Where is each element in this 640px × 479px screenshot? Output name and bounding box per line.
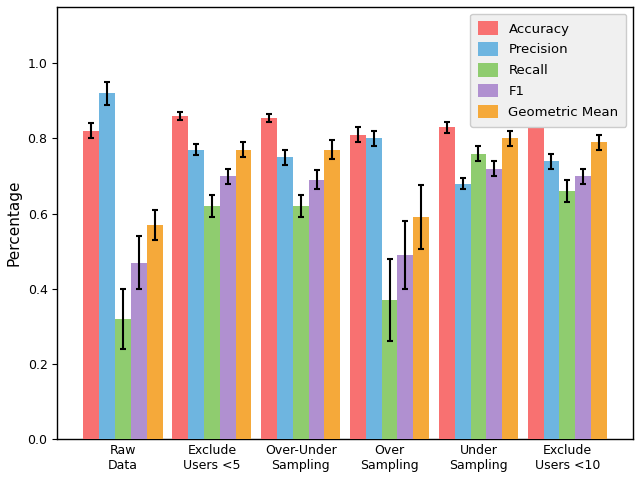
Bar <box>220 176 236 439</box>
Bar <box>308 180 324 439</box>
Bar <box>439 127 454 439</box>
Bar <box>131 262 147 439</box>
Bar <box>292 206 308 439</box>
Bar <box>261 118 277 439</box>
Bar <box>454 183 470 439</box>
Bar <box>543 161 559 439</box>
Bar <box>83 131 99 439</box>
Bar <box>204 206 220 439</box>
Bar <box>277 157 292 439</box>
Bar <box>381 300 397 439</box>
Bar <box>591 142 607 439</box>
Legend: Accuracy, Precision, Recall, F1, Geometric Mean: Accuracy, Precision, Recall, F1, Geometr… <box>470 13 627 127</box>
Bar <box>188 150 204 439</box>
Bar <box>397 255 413 439</box>
Bar <box>147 225 163 439</box>
Bar <box>470 154 486 439</box>
Bar <box>350 135 366 439</box>
Bar <box>324 150 340 439</box>
Bar <box>236 150 252 439</box>
Bar <box>575 176 591 439</box>
Bar <box>528 118 543 439</box>
Bar <box>99 93 115 439</box>
Bar <box>115 319 131 439</box>
Bar <box>413 217 429 439</box>
Bar <box>502 138 518 439</box>
Bar <box>172 116 188 439</box>
Y-axis label: Percentage: Percentage <box>7 180 22 266</box>
Bar <box>486 169 502 439</box>
Bar <box>559 191 575 439</box>
Bar <box>366 138 381 439</box>
